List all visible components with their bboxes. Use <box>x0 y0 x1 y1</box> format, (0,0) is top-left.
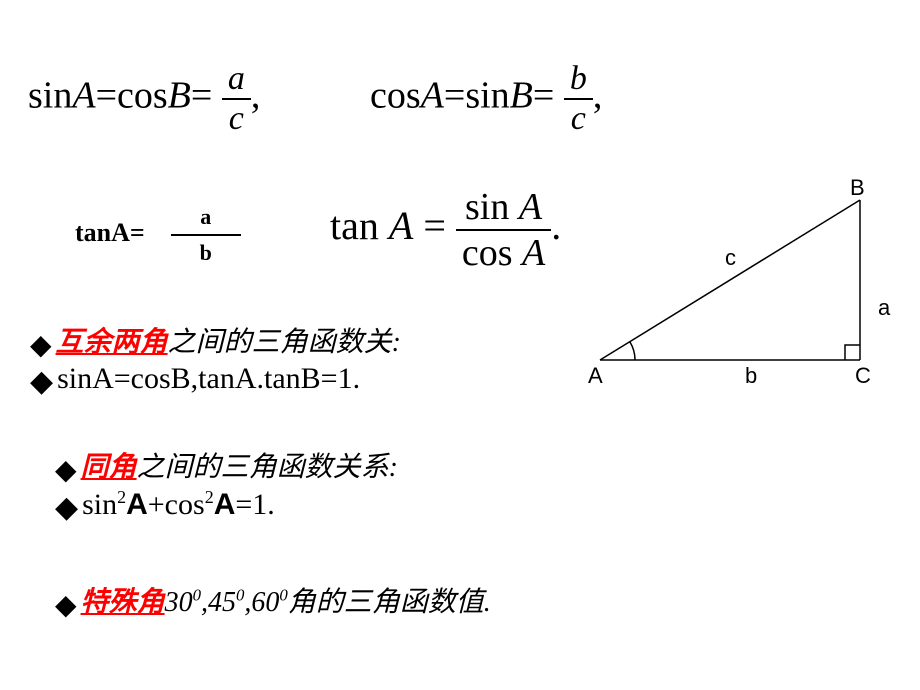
var-b1: B <box>168 75 191 117</box>
frac-bc-den: c <box>564 100 593 138</box>
fn-cos: cos <box>117 75 168 117</box>
angle-arc-a <box>630 342 635 360</box>
tana-lhs: tanA= <box>75 218 145 247</box>
var-a2: A <box>421 75 444 117</box>
frac-ab-den: b <box>171 236 241 270</box>
eq2-tail: , <box>593 75 603 117</box>
frac-bc-num: b <box>564 60 593 100</box>
frac-ab: a b <box>171 200 241 270</box>
b4-sup1: 2 <box>117 487 126 507</box>
b1-rest: 之间的三角函数关: <box>168 327 401 358</box>
frac-ab-num: a <box>171 200 241 236</box>
tan-fn: tan <box>330 203 389 248</box>
equation-sin-cos-ac: sinA=cosB= a c , <box>28 60 260 138</box>
bullet-same-angle-title: ◆同角之间的三角函数关系: <box>55 445 398 487</box>
eq-sign-2: = <box>444 75 465 117</box>
label-side-a: a <box>878 295 890 321</box>
slide: sinA=cosB= a c , cosA=sinB= b c , tanA= … <box>0 0 920 690</box>
var-b2: B <box>510 75 533 117</box>
var-a1: A <box>72 75 95 117</box>
b5-red: 特殊角 <box>81 587 165 618</box>
b5-deg3: 0 <box>279 586 287 605</box>
b4-tail: =1. <box>235 488 274 521</box>
b3-red: 同角 <box>81 452 137 483</box>
side-c <box>600 200 860 360</box>
diamond-icon: ◆ <box>30 328 52 362</box>
tan-eq: = <box>413 203 456 248</box>
b3-rest: 之间的三角函数关系: <box>137 452 398 483</box>
label-A: A <box>588 363 603 389</box>
diamond-icon: ◆ <box>55 453 77 487</box>
bullet-complementary-formula: ◆sinA=cosB,tanA.tanB=1. <box>30 362 360 399</box>
equation-tan-identity: tan A = sin A cos A . <box>330 185 561 275</box>
b5-deg1: 0 <box>193 586 201 605</box>
right-angle-marker <box>845 345 860 360</box>
equation-cos-sin-bc: cosA=sinB= b c , <box>370 60 602 138</box>
label-C: C <box>855 363 871 389</box>
label-side-c: c <box>725 245 736 271</box>
diamond-icon: ◆ <box>55 490 78 525</box>
bullet-pythagorean-identity: ◆sin2A+cos2A=1. <box>55 487 275 525</box>
eq-sign-1b: = <box>191 75 212 117</box>
tan-tail: . <box>551 203 561 248</box>
b4-sup2: 2 <box>205 487 214 507</box>
fn-sin: sin <box>28 75 72 117</box>
frac-ac: a c <box>222 60 251 138</box>
b4-A2: A <box>214 488 236 521</box>
b4-A1: A <box>126 488 148 521</box>
label-B: B <box>850 175 865 201</box>
b5-60: ,60 <box>244 587 279 618</box>
eq1-tail: , <box>251 75 261 117</box>
tan-var: A <box>389 203 413 248</box>
triangle-svg <box>580 175 900 385</box>
b5-30: 30 <box>165 587 193 618</box>
bullet-special-angles: ◆特殊角300,450,600角的三角函数值. <box>55 580 491 622</box>
frac-bc: b c <box>564 60 593 138</box>
b4-plus: +cos <box>148 488 205 521</box>
frac-sincos-den: cos A <box>456 231 551 275</box>
b2-text: sinA=cosB,tanA.tanB=1. <box>57 362 360 395</box>
b5-45: ,45 <box>201 587 236 618</box>
frac-sincos-num: sin A <box>456 185 551 231</box>
equation-tana-ab: tanA= a b <box>75 200 241 270</box>
fn-sin2: sin <box>465 75 509 117</box>
eq-sign-2b: = <box>533 75 554 117</box>
fn-cos2: cos <box>370 75 421 117</box>
eq-sign-1: = <box>96 75 117 117</box>
right-triangle-diagram: A B C a b c <box>580 175 900 385</box>
frac-sincos: sin A cos A <box>456 185 551 275</box>
b5-rest: 角的三角函数值. <box>288 587 491 618</box>
b1-red: 互余两角 <box>56 327 168 358</box>
diamond-icon: ◆ <box>55 588 77 622</box>
frac-ac-num: a <box>222 60 251 100</box>
diamond-icon: ◆ <box>30 364 53 399</box>
b4-sin: sin <box>82 488 117 521</box>
frac-ac-den: c <box>222 100 251 138</box>
label-side-b: b <box>745 363 757 389</box>
bullet-complementary-title: ◆互余两角之间的三角函数关: <box>30 320 401 362</box>
